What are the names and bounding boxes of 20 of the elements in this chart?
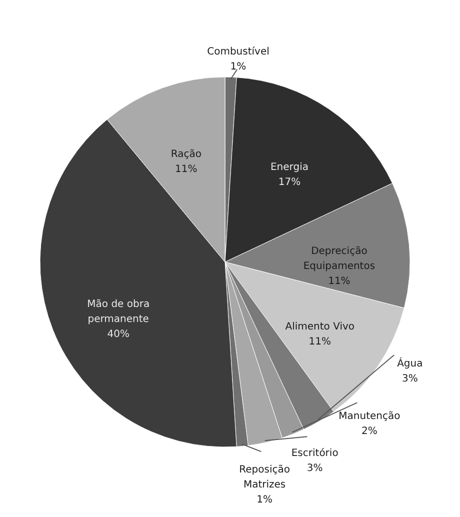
data-label: 11% — [175, 164, 198, 176]
slice-label: Escritório — [291, 448, 338, 459]
data-label: 1% — [230, 61, 246, 72]
slice-label: Reposição Matrizes — [239, 464, 290, 490]
slice-label: Ração — [170, 149, 202, 160]
data-label: 1% — [256, 494, 272, 506]
data-label: 40% — [107, 329, 130, 340]
slice-label: Deprecição Equipamentos — [303, 246, 376, 272]
slice-label: Manutenção — [338, 410, 400, 422]
slice-label: Combustível — [207, 46, 270, 58]
data-label: 17% — [278, 177, 301, 188]
data-label: 3% — [306, 462, 323, 474]
slice-label: Água — [397, 356, 423, 370]
data-label: 11% — [328, 276, 350, 288]
slice-label: Mão de obra permanente — [87, 299, 150, 326]
slice-label: Alimento Vivo — [285, 321, 355, 332]
slice-label: Energia — [270, 162, 308, 174]
data-label: 2% — [362, 426, 378, 437]
data-label: 3% — [402, 374, 418, 385]
data-label: 11% — [308, 336, 331, 348]
